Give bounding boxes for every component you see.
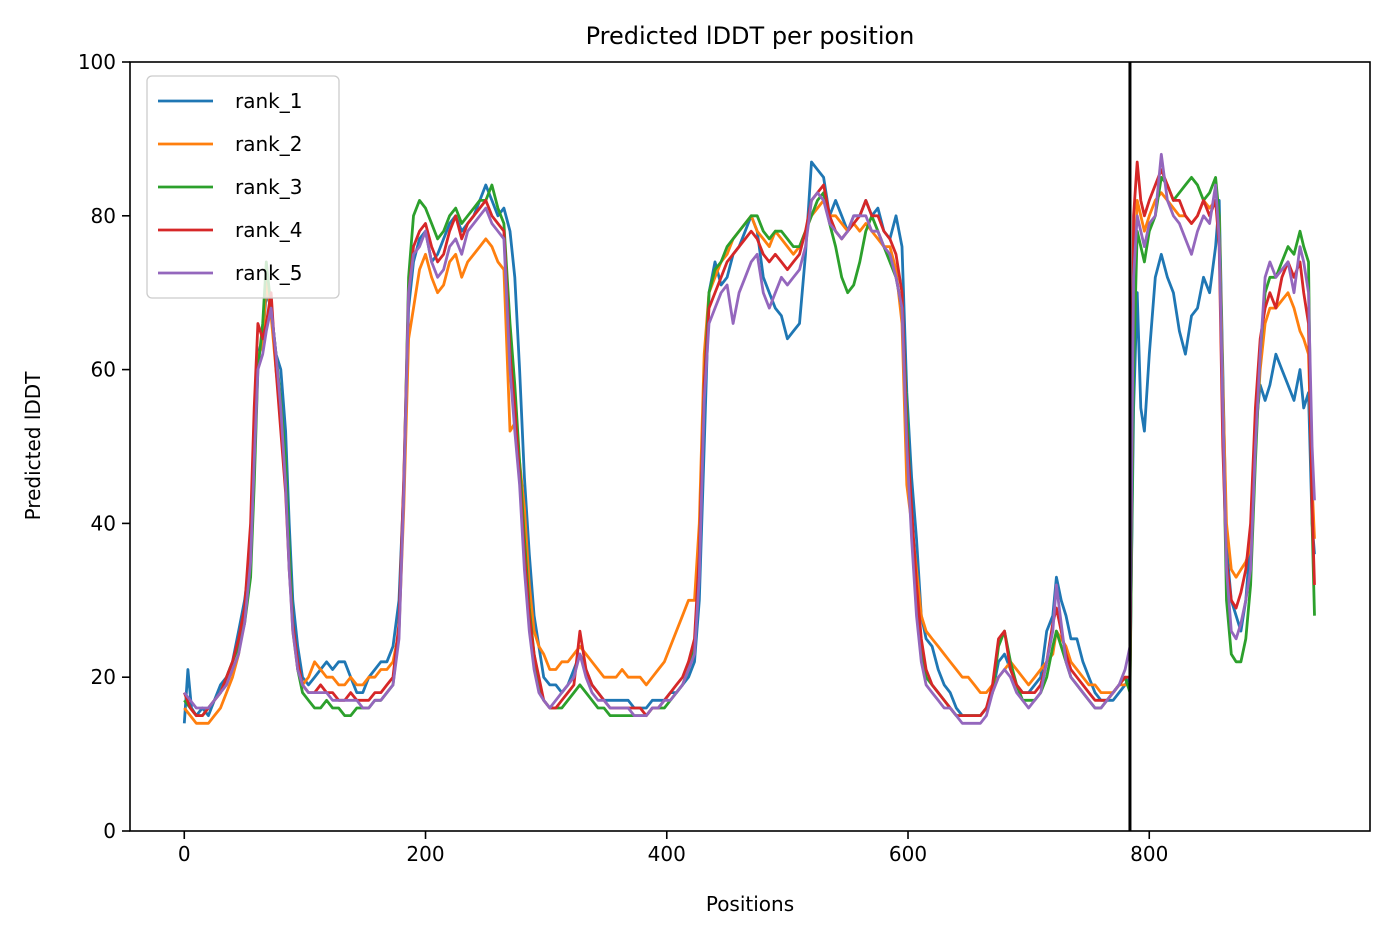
- legend-label: rank_4: [235, 218, 302, 242]
- legend-label: rank_3: [235, 175, 302, 199]
- axes: 0 200 400 600 800 0 20 40 60 80 100: [78, 50, 1169, 866]
- legend-label: rank_5: [235, 261, 302, 285]
- y-axis-title: Predicted lDDT: [21, 371, 45, 521]
- y-tick-label: 0: [103, 819, 116, 843]
- y-tick-label: 80: [91, 204, 116, 228]
- x-tick-label: 0: [178, 842, 191, 866]
- x-tick-label: 200: [406, 842, 444, 866]
- x-axis-title: Positions: [706, 892, 794, 916]
- legend-label: rank_2: [235, 132, 302, 156]
- series-line-rank-5: [183, 152, 1316, 725]
- plot-frame: [129, 61, 1371, 832]
- series-lines: [182, 152, 1316, 725]
- y-tick-label: 40: [91, 511, 116, 535]
- legend-label: rank_1: [235, 89, 302, 113]
- y-tick-label: 20: [91, 665, 116, 689]
- y-tick-label: 60: [91, 358, 116, 382]
- legend-box: [146, 75, 340, 299]
- x-tick-label: 800: [1130, 842, 1168, 866]
- x-tick-label: 400: [648, 842, 686, 866]
- legend: rank_1 rank_2 rank_3 rank_4 rank_5: [146, 75, 340, 299]
- series-line-rank-3: [183, 176, 1316, 717]
- y-tick-label: 100: [78, 50, 116, 74]
- series-line-rank-4: [182, 160, 1316, 717]
- x-tick-label: 600: [889, 842, 927, 866]
- chart-title: Predicted lDDT per position: [586, 22, 915, 50]
- series-line-rank-2: [183, 191, 1316, 725]
